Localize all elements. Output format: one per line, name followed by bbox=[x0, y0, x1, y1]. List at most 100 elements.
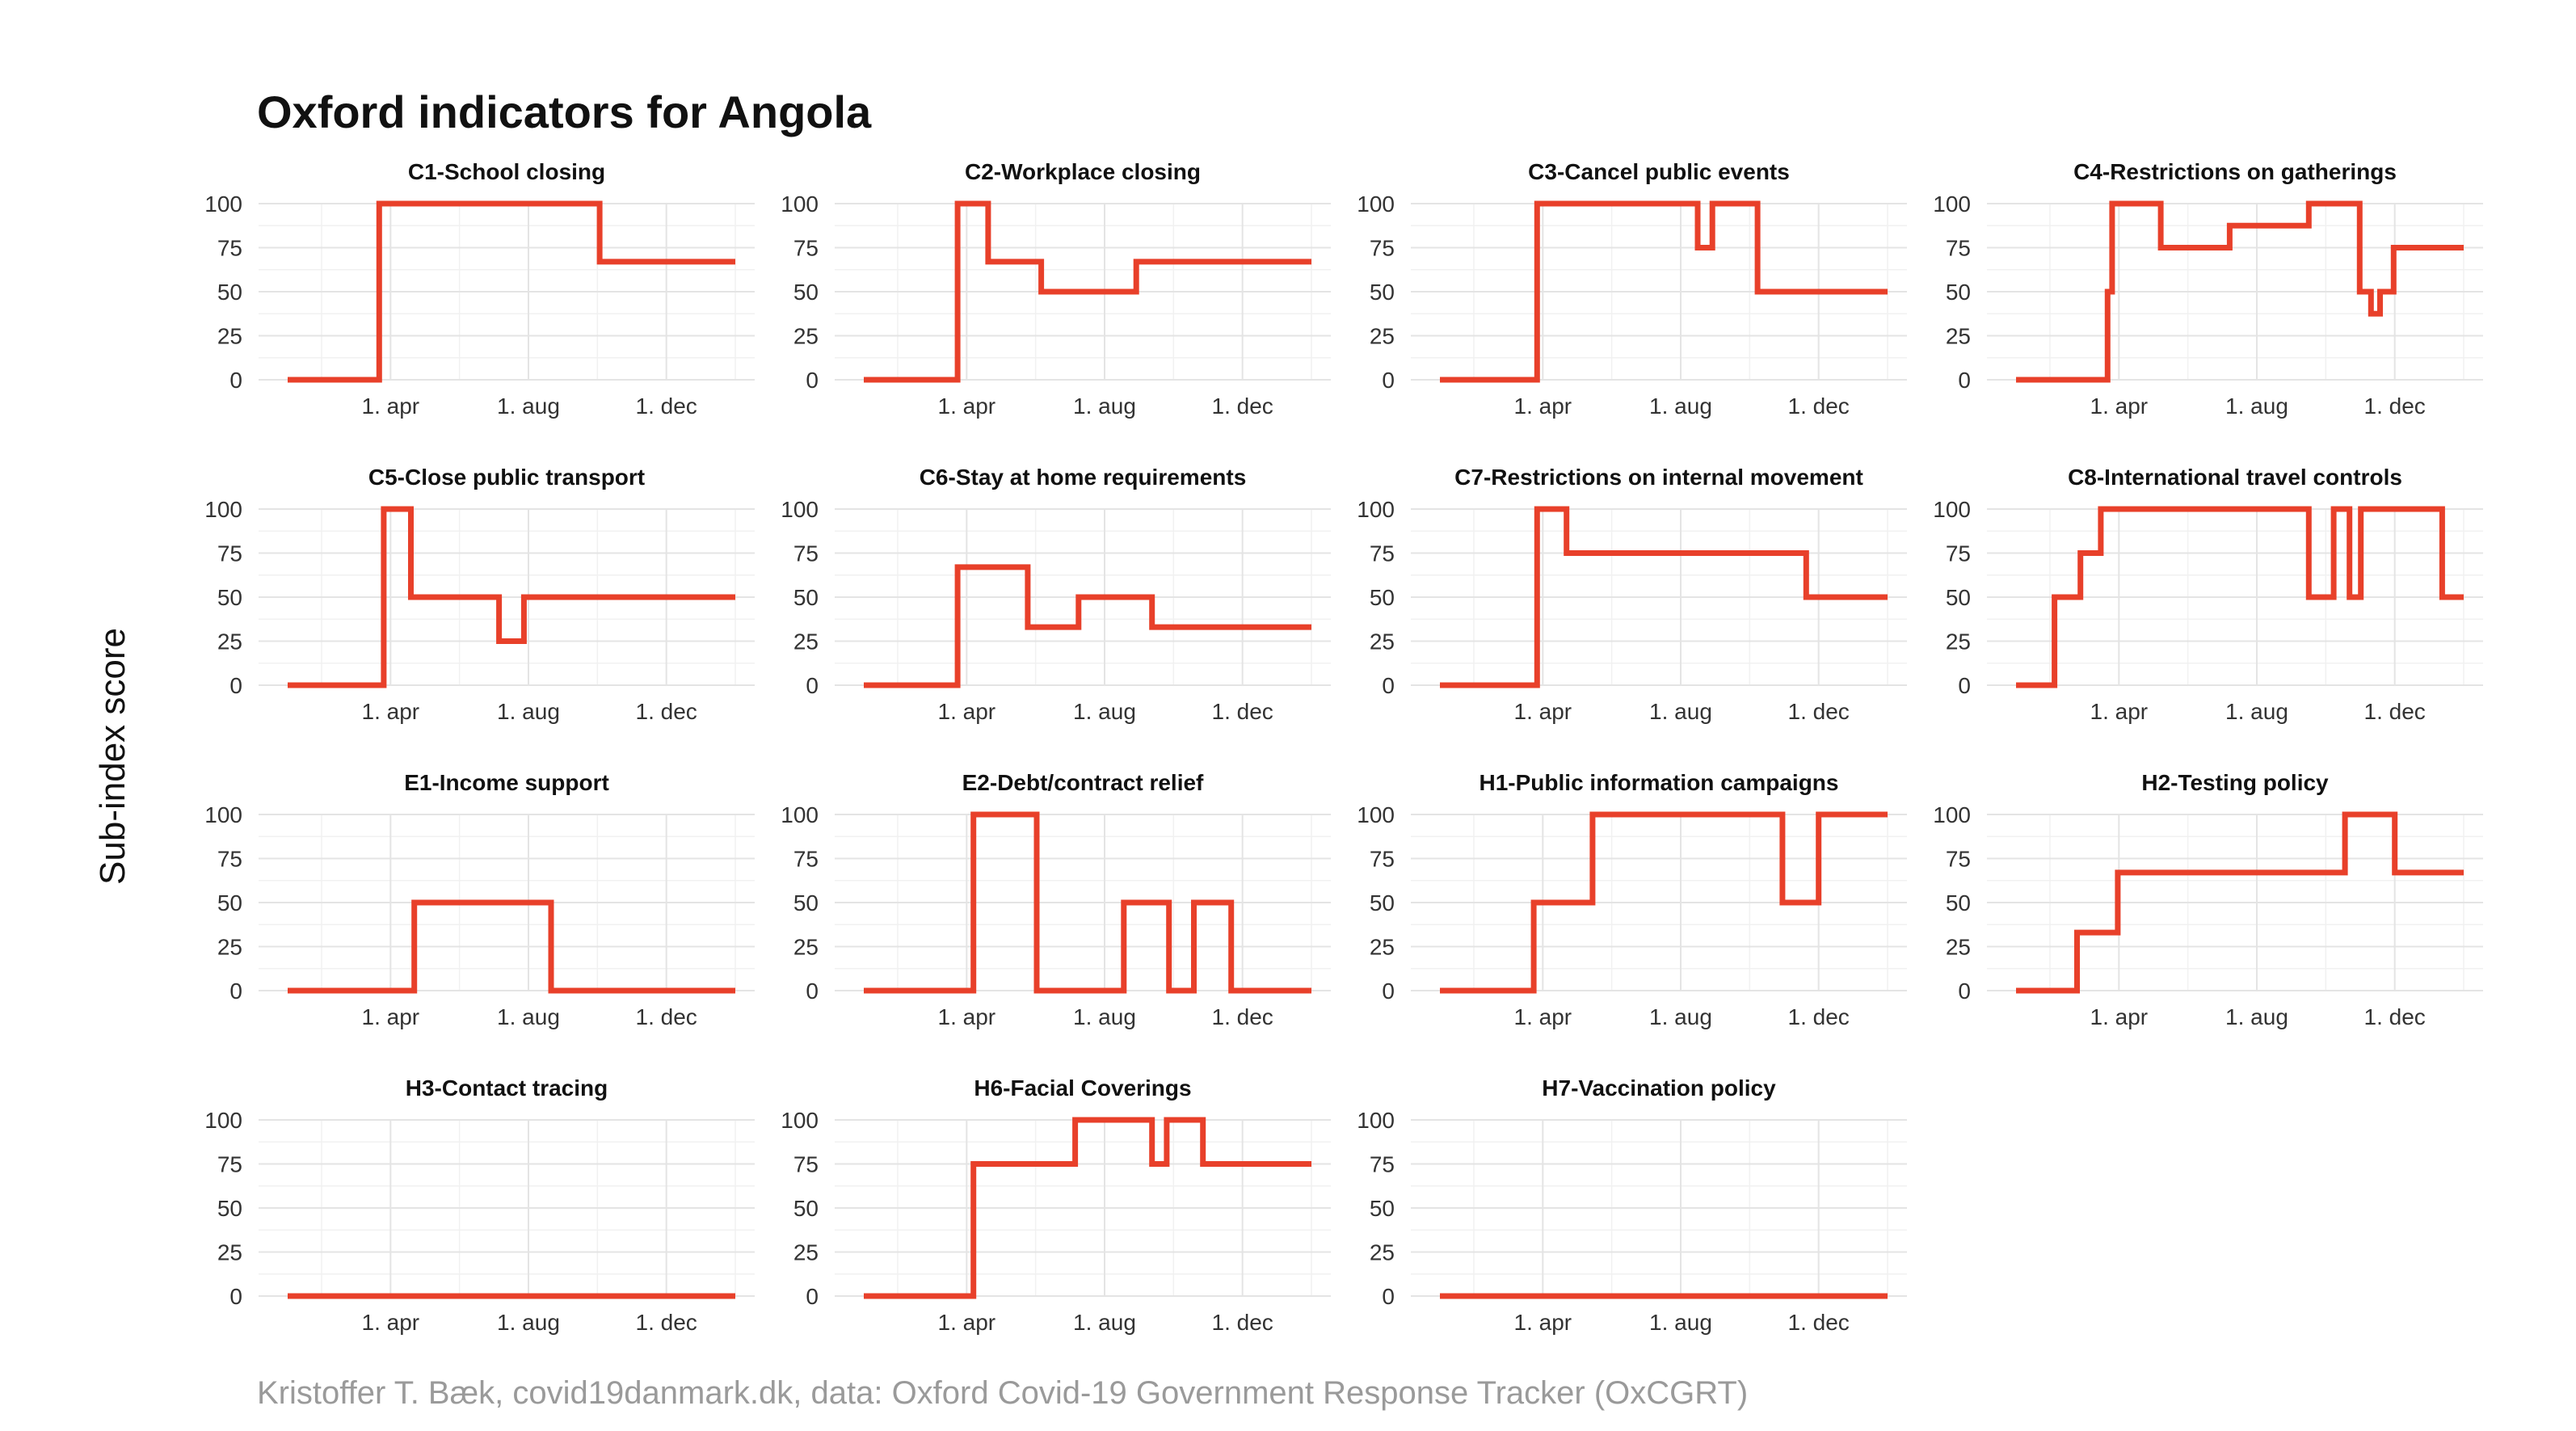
y-tick-label: 75 bbox=[1370, 236, 1395, 261]
panel: 0 25 50 75 100 1. apr 1. aug 1. dec H3-Contact t… bbox=[204, 1075, 755, 1335]
series-line bbox=[864, 564, 1311, 688]
y-tick-label: 0 bbox=[229, 368, 242, 393]
x-tick-label: 1. apr bbox=[2090, 1004, 2149, 1029]
y-tick-label: 100 bbox=[781, 802, 819, 827]
x-tick-label: 1. aug bbox=[2225, 699, 2288, 724]
x-tick-label: 1. aug bbox=[497, 394, 560, 419]
y-tick-label: 0 bbox=[1382, 979, 1395, 1004]
x-tick-label: 1. dec bbox=[636, 1004, 697, 1029]
y-tick-label: 25 bbox=[217, 324, 242, 349]
y-tick-label: 75 bbox=[1370, 847, 1395, 872]
x-tick-label: 1. apr bbox=[1514, 1004, 1572, 1029]
series-line bbox=[1440, 506, 1888, 688]
y-tick-label: 100 bbox=[781, 192, 819, 217]
y-tick-label: 0 bbox=[1382, 368, 1395, 393]
y-tick-label: 50 bbox=[217, 1196, 242, 1221]
x-tick-label: 1. apr bbox=[938, 394, 996, 419]
x-tick-label: 1. aug bbox=[1073, 1004, 1136, 1029]
y-tick-label: 50 bbox=[793, 585, 819, 610]
panel-title: C3-Cancel public events bbox=[1528, 159, 1790, 184]
x-tick-label: 1. aug bbox=[1073, 699, 1136, 724]
x-tick-label: 1. apr bbox=[362, 1310, 420, 1335]
y-tick-label: 50 bbox=[793, 890, 819, 915]
series-line bbox=[864, 811, 1311, 994]
x-tick-label: 1. dec bbox=[636, 1310, 697, 1335]
panel-title: C8-International travel controls bbox=[2068, 465, 2402, 490]
x-tick-label: 1. dec bbox=[1212, 394, 1273, 419]
series-line bbox=[864, 200, 1311, 383]
y-tick-label: 50 bbox=[1370, 585, 1395, 610]
series-line bbox=[2016, 200, 2464, 383]
x-tick-label: 1. apr bbox=[2090, 394, 2149, 419]
y-tick-label: 75 bbox=[1946, 541, 1971, 566]
x-tick-label: 1. aug bbox=[1649, 1004, 1712, 1029]
x-tick-label: 1. dec bbox=[636, 394, 697, 419]
y-tick-label: 100 bbox=[1357, 192, 1395, 217]
panel: 0 25 50 75 100 1. apr 1. aug 1. dec E2-Debt/cont… bbox=[781, 770, 1331, 1029]
x-tick-label: 1. dec bbox=[636, 699, 697, 724]
y-tick-label: 25 bbox=[217, 935, 242, 960]
y-tick-label: 0 bbox=[1958, 368, 1971, 393]
x-tick-label: 1. dec bbox=[2364, 699, 2426, 724]
y-tick-label: 25 bbox=[793, 629, 819, 654]
series-line bbox=[288, 506, 735, 688]
series-line bbox=[288, 200, 735, 383]
panel-title: C4-Restrictions on gatherings bbox=[2073, 159, 2397, 184]
y-tick-label: 50 bbox=[1946, 280, 1971, 305]
x-tick-label: 1. apr bbox=[362, 699, 420, 724]
x-tick-label: 1. apr bbox=[938, 1004, 996, 1029]
x-tick-label: 1. apr bbox=[2090, 699, 2149, 724]
series-line bbox=[1440, 200, 1888, 383]
x-tick-label: 1. dec bbox=[1788, 394, 1850, 419]
y-tick-label: 100 bbox=[1933, 497, 1971, 522]
y-tick-label: 25 bbox=[1946, 629, 1971, 654]
panel-title: C5-Close public transport bbox=[368, 465, 645, 490]
x-tick-label: 1. apr bbox=[362, 394, 420, 419]
y-tick-label: 25 bbox=[793, 935, 819, 960]
x-tick-label: 1. aug bbox=[1073, 394, 1136, 419]
y-tick-label: 100 bbox=[1357, 1108, 1395, 1133]
x-tick-label: 1. aug bbox=[497, 1004, 560, 1029]
panel-title: C1-School closing bbox=[408, 159, 605, 184]
panel-title: E1-Income support bbox=[404, 770, 609, 795]
x-tick-label: 1. dec bbox=[1212, 1310, 1273, 1335]
y-tick-label: 25 bbox=[1370, 1240, 1395, 1265]
page-title: Oxford indicators for Angola bbox=[257, 86, 872, 137]
y-tick-label: 50 bbox=[217, 890, 242, 915]
panel-title: H1-Public information campaigns bbox=[1480, 770, 1839, 795]
y-tick-label: 25 bbox=[217, 629, 242, 654]
y-tick-label: 0 bbox=[1382, 673, 1395, 698]
y-tick-label: 25 bbox=[1370, 324, 1395, 349]
y-tick-label: 75 bbox=[793, 847, 819, 872]
y-tick-label: 100 bbox=[781, 1108, 819, 1133]
y-tick-label: 25 bbox=[793, 1240, 819, 1265]
y-tick-label: 100 bbox=[204, 192, 242, 217]
x-tick-label: 1. apr bbox=[1514, 394, 1572, 419]
caption: Kristoffer T. Bæk, covid19danmark.dk, da… bbox=[257, 1375, 1748, 1411]
panel-title: H7-Vaccination policy bbox=[1542, 1075, 1776, 1101]
x-tick-label: 1. aug bbox=[2225, 1004, 2288, 1029]
x-tick-label: 1. aug bbox=[1073, 1310, 1136, 1335]
panel-title: H6-Facial Coverings bbox=[974, 1075, 1191, 1101]
y-tick-label: 75 bbox=[217, 236, 242, 261]
x-tick-label: 1. dec bbox=[1212, 1004, 1273, 1029]
y-tick-label: 50 bbox=[217, 585, 242, 610]
y-tick-label: 50 bbox=[1370, 280, 1395, 305]
y-tick-label: 50 bbox=[793, 280, 819, 305]
series-line bbox=[864, 1117, 1311, 1299]
y-tick-label: 0 bbox=[1958, 979, 1971, 1004]
y-tick-label: 75 bbox=[1946, 847, 1971, 872]
facet-panels: 0 25 50 75 100 1. apr 1. aug 1. dec C1-School cl… bbox=[204, 159, 2483, 1335]
x-tick-label: 1. dec bbox=[1212, 699, 1273, 724]
y-tick-label: 50 bbox=[1370, 1196, 1395, 1221]
y-tick-label: 75 bbox=[1946, 236, 1971, 261]
y-tick-label: 50 bbox=[1370, 890, 1395, 915]
y-tick-label: 0 bbox=[806, 673, 819, 698]
y-tick-label: 50 bbox=[217, 280, 242, 305]
x-tick-label: 1. dec bbox=[2364, 1004, 2426, 1029]
y-tick-label: 100 bbox=[1933, 802, 1971, 827]
panel: 0 25 50 75 100 1. apr 1. aug 1. dec H2-Testing p… bbox=[1933, 770, 2483, 1029]
x-tick-label: 1. dec bbox=[1788, 1310, 1850, 1335]
panel: 0 25 50 75 100 1. apr 1. aug 1. dec C8-Internati… bbox=[1933, 465, 2483, 724]
